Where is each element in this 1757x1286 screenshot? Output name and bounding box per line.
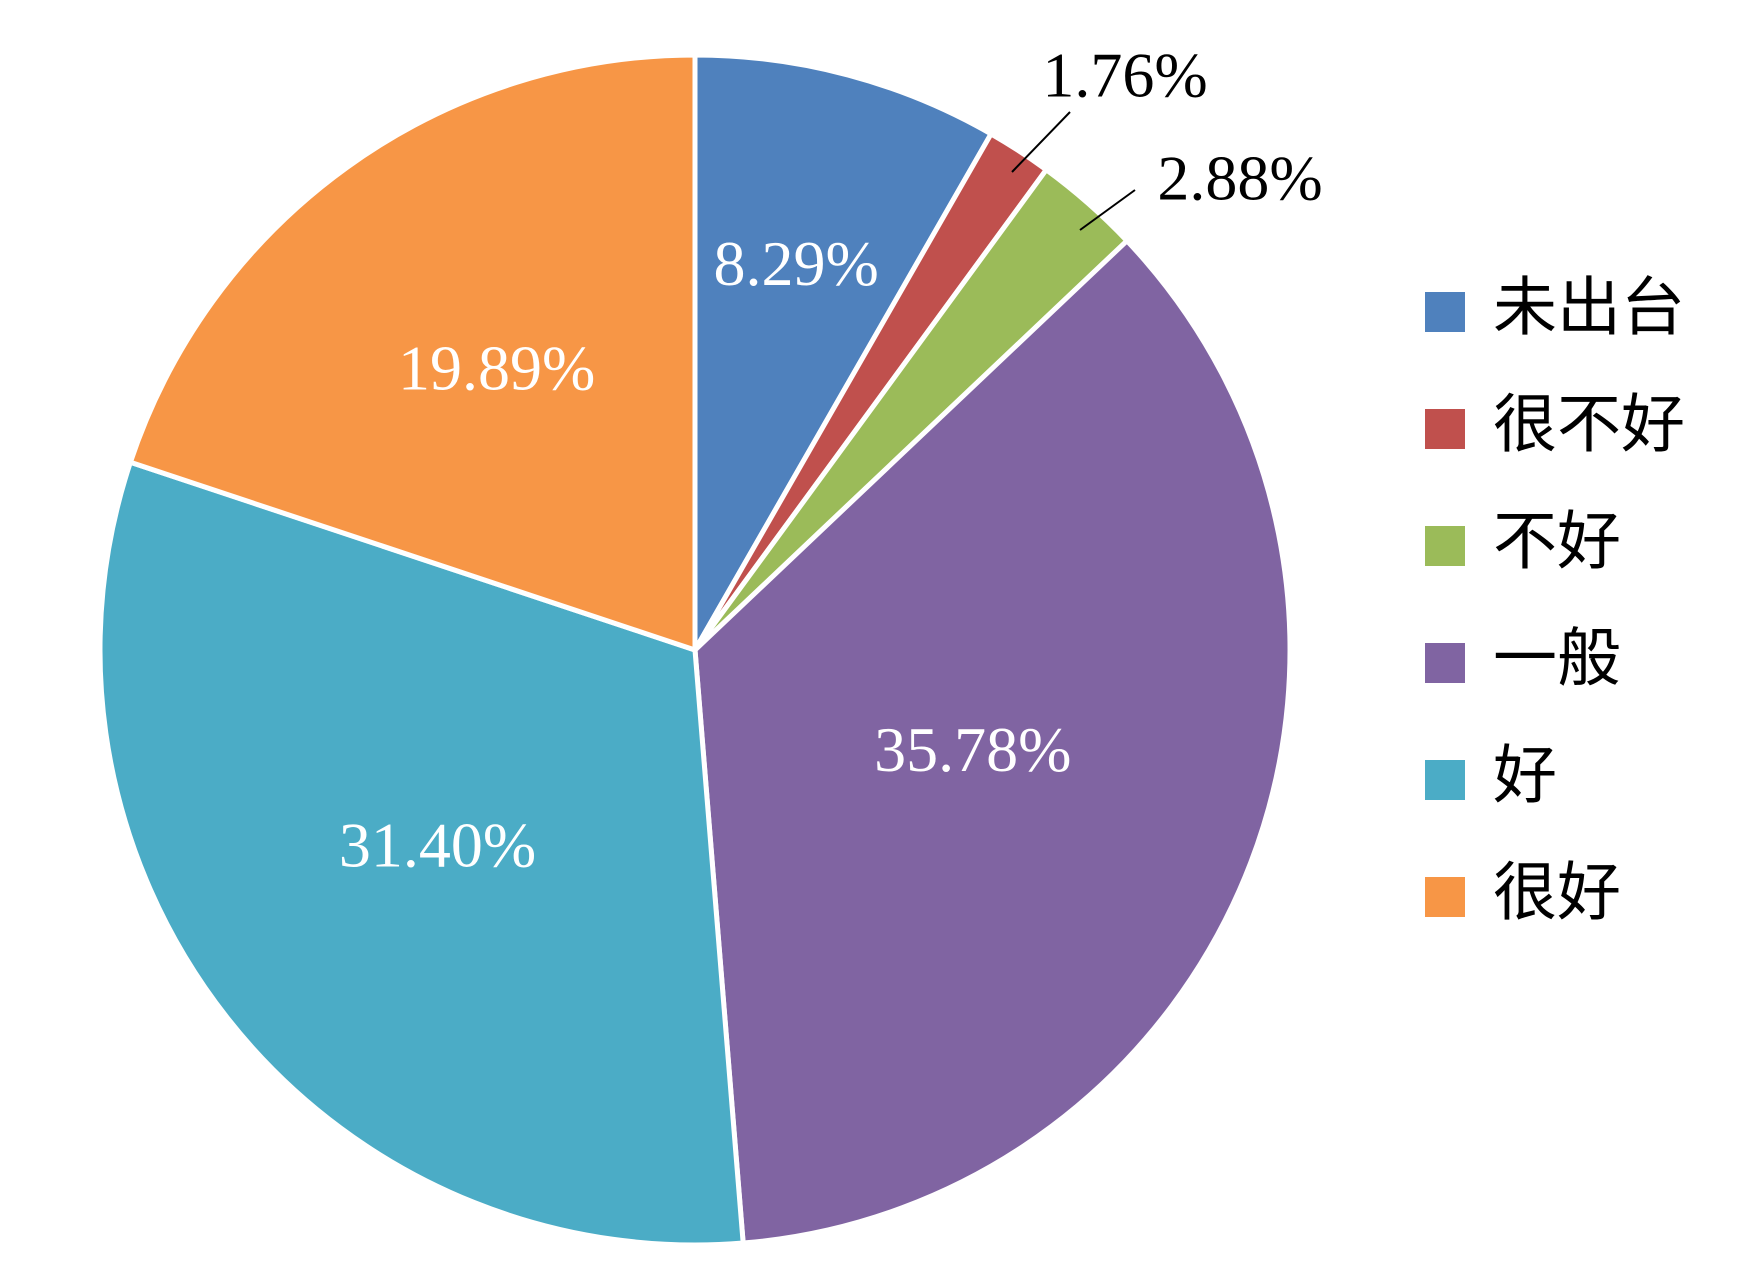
legend-swatch-2 [1425, 409, 1465, 449]
data-labels: 8.29% 1.76% 2.88% 35.78% 31.40% 19.89% [339, 40, 1323, 881]
pie-slice-4 [692, 238, 1293, 1246]
data-label-6: 19.89% [398, 333, 595, 404]
pie-slice-1 [692, 52, 994, 653]
legend-swatch-6 [1425, 877, 1465, 917]
leader-line-3 [1079, 189, 1136, 231]
legend-swatch-3 [1425, 526, 1465, 566]
legend-label-1: 未出台 [1493, 272, 1685, 346]
legend-swatch-5 [1425, 760, 1465, 800]
data-label-3: 2.88% [1157, 143, 1322, 214]
leader-lines [1011, 111, 1136, 231]
legend-swatch-1 [1425, 292, 1465, 332]
data-label-5: 31.40% [339, 810, 536, 881]
data-label-2: 1.76% [1042, 40, 1207, 111]
legend-swatch-4 [1425, 643, 1465, 683]
pie-slice-5 [97, 459, 746, 1248]
legend-label-3: 不好 [1493, 506, 1621, 580]
data-label-4: 35.78% [874, 714, 1071, 785]
data-label-1: 8.29% [713, 228, 878, 299]
pie-slice-6 [127, 52, 698, 653]
leader-line-2 [1011, 111, 1071, 173]
legend-label-5: 好 [1493, 740, 1557, 814]
legend-label-2: 很不好 [1493, 389, 1685, 463]
pie-slices [97, 52, 1293, 1248]
legend-label-6: 很好 [1493, 857, 1621, 931]
legend-label-4: 一般 [1493, 623, 1621, 697]
